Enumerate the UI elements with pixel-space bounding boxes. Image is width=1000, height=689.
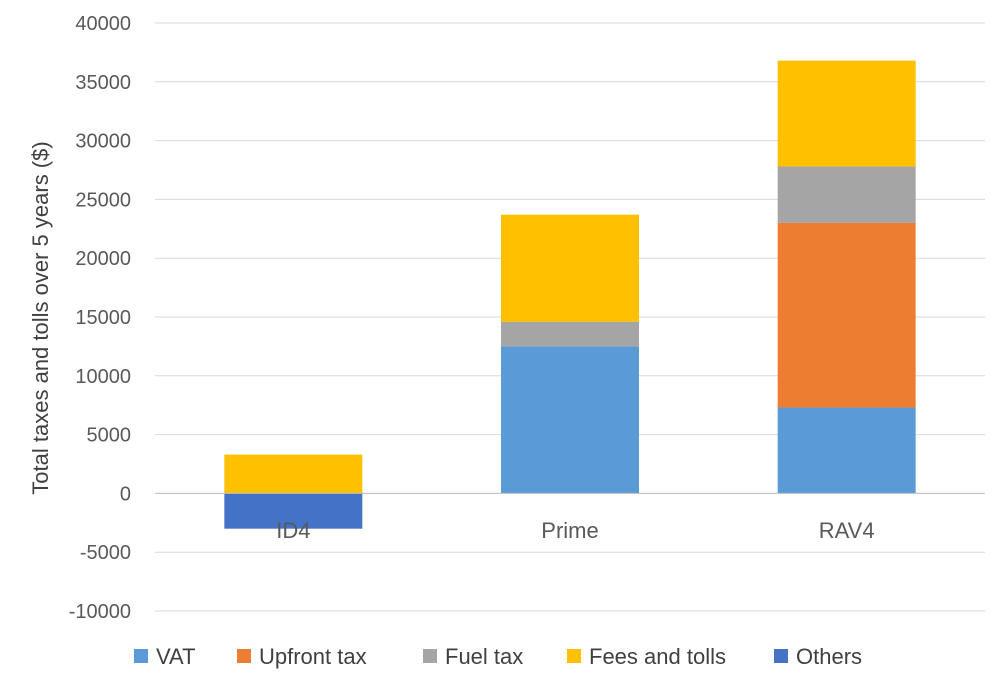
legend-swatch xyxy=(567,649,581,663)
legend-swatch xyxy=(134,649,148,663)
bar-segment xyxy=(501,214,639,322)
y-axis-ticks: -10000 -5000 0 5000 10000 15000 20000 25000 3000… xyxy=(69,13,131,623)
legend-swatch xyxy=(237,649,251,663)
bar-segment xyxy=(501,321,639,347)
y-tick-label: 0 xyxy=(120,483,131,505)
y-tick-label: 10000 xyxy=(75,366,131,388)
bar-segment xyxy=(777,60,916,167)
y-tick-label: 30000 xyxy=(75,131,131,153)
legend-label: Upfront tax xyxy=(259,644,367,669)
legend-swatch xyxy=(423,649,437,663)
bar-segment xyxy=(777,222,916,408)
legend-label: VAT xyxy=(156,644,196,669)
x-category-label: ID4 xyxy=(276,518,310,543)
y-tick-label: 5000 xyxy=(87,425,132,447)
x-category-label: Prime xyxy=(541,518,598,543)
y-tick-label: 25000 xyxy=(75,189,131,211)
y-tick-label: -5000 xyxy=(80,542,131,564)
y-tick-label: 15000 xyxy=(75,307,131,329)
y-tick-label: 20000 xyxy=(75,248,131,270)
y-tick-label: 40000 xyxy=(75,13,131,35)
bar-segment xyxy=(224,454,363,494)
x-axis-categories: ID4 Prime RAV4 xyxy=(276,518,874,543)
bar-segment xyxy=(777,166,916,223)
legend-swatch xyxy=(774,649,788,663)
y-axis-label: Total taxes and tolls over 5 years ($) xyxy=(28,141,53,494)
legend: VAT Upfront tax Fuel tax Fees and tolls Othe… xyxy=(134,644,862,669)
legend-label: Others xyxy=(796,644,862,669)
legend-label: Fees and tolls xyxy=(589,644,726,669)
bar-segment xyxy=(777,407,916,494)
bar-segment xyxy=(224,493,363,529)
bars xyxy=(155,60,985,529)
bar-segment xyxy=(501,346,639,494)
legend-label: Fuel tax xyxy=(445,644,523,669)
y-tick-label: -10000 xyxy=(69,601,131,623)
x-category-label: RAV4 xyxy=(819,518,875,543)
y-tick-label: 35000 xyxy=(75,72,131,94)
